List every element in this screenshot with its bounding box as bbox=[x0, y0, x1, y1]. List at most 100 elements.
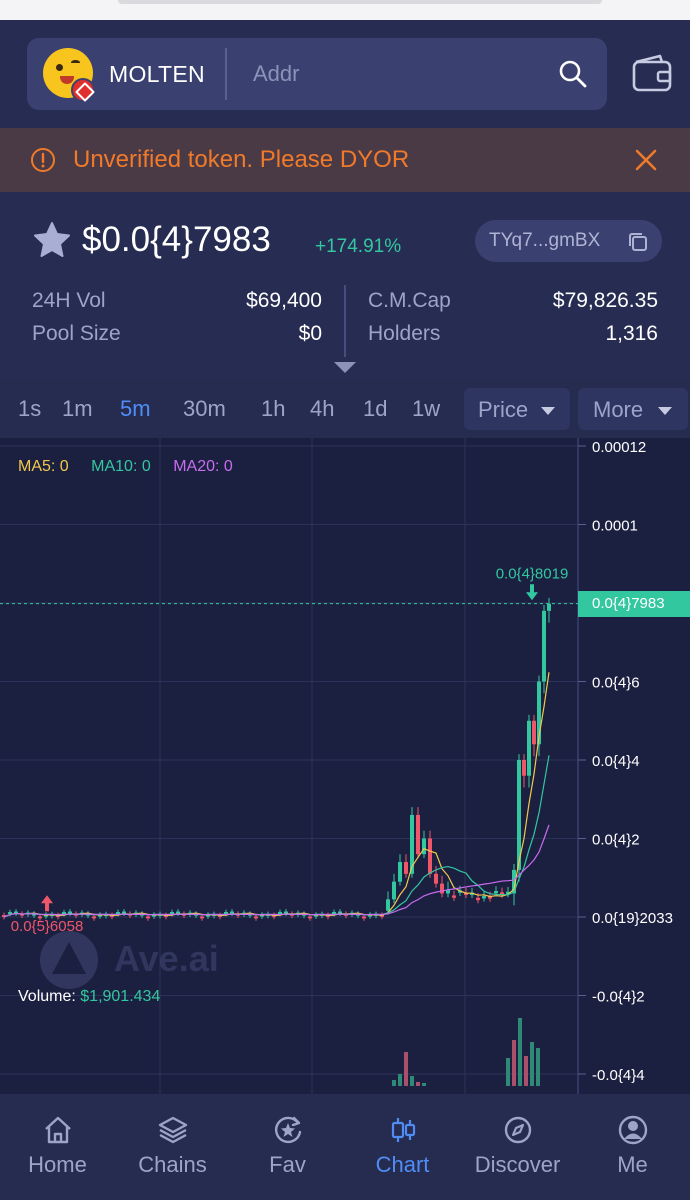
ma5-legend: MA5: 0 bbox=[18, 458, 69, 475]
candle-body bbox=[428, 838, 432, 874]
candle-body bbox=[434, 873, 438, 884]
low-marker-arrow bbox=[41, 895, 53, 912]
fav-star-icon bbox=[275, 1116, 302, 1144]
candle-body bbox=[278, 911, 282, 914]
candle-body bbox=[416, 814, 420, 855]
layers-icon bbox=[158, 1116, 188, 1144]
candle-body bbox=[338, 911, 342, 914]
ma20-line bbox=[3, 824, 550, 918]
y-axis-label: -0.0{4}2 bbox=[592, 989, 645, 1006]
token-info-panel: $0.0{4}7983 +174.91% TYq7...gmBX 24H Vol… bbox=[0, 192, 690, 380]
stat-pool-label: Pool Size bbox=[32, 322, 121, 345]
timeframe-bar: 1s 1m 5m 30m 1h 4h 1d 1w Price More bbox=[0, 380, 690, 438]
caret-down-icon bbox=[658, 407, 672, 415]
search-icon[interactable] bbox=[557, 58, 589, 90]
stat-vol-value: $69,400 bbox=[246, 289, 322, 312]
tab-5m[interactable]: 5m bbox=[120, 396, 151, 421]
volume-bar bbox=[536, 1048, 540, 1086]
candle-body bbox=[404, 862, 408, 874]
candle-body bbox=[488, 896, 492, 899]
candle-body bbox=[8, 912, 12, 915]
volume-bar bbox=[410, 1076, 414, 1086]
tab-30m[interactable]: 30m bbox=[183, 396, 226, 421]
candle-body bbox=[494, 890, 498, 894]
nav-fav-label: Fav bbox=[269, 1152, 306, 1177]
candle-body bbox=[224, 911, 228, 914]
volume-bar bbox=[422, 1083, 426, 1086]
tab-1m[interactable]: 1m bbox=[62, 396, 93, 421]
candle-body bbox=[522, 760, 526, 776]
ma10-legend: MA10: 0 bbox=[91, 458, 151, 475]
stat-holders-value: 1,316 bbox=[605, 322, 658, 345]
copy-icon[interactable] bbox=[627, 231, 649, 253]
nav-chart[interactable]: Chart bbox=[345, 1094, 460, 1200]
candle-body bbox=[284, 911, 288, 914]
close-icon[interactable] bbox=[634, 148, 658, 172]
volume-bar bbox=[398, 1074, 402, 1086]
watermark-text: Ave.ai bbox=[114, 938, 219, 979]
watermark: Ave.ai bbox=[36, 930, 219, 990]
candle-body bbox=[446, 889, 450, 894]
candle-body bbox=[20, 913, 24, 916]
nav-chains[interactable]: Chains bbox=[115, 1094, 230, 1200]
y-axis-label: 0.0{19}2033 bbox=[592, 910, 673, 927]
nav-discover[interactable]: Discover bbox=[460, 1094, 575, 1200]
candle-body bbox=[517, 760, 521, 870]
more-dropdown[interactable]: More bbox=[578, 388, 688, 430]
candle-body bbox=[32, 913, 36, 916]
star-icon[interactable] bbox=[32, 220, 72, 260]
price-chart[interactable]: 0.00012 0.0001 0.0{4}6 0.0{4}4 0.0{4}2 0.0{19… bbox=[0, 438, 690, 1094]
tab-1s[interactable]: 1s bbox=[18, 396, 42, 421]
volume-bar bbox=[392, 1080, 396, 1086]
candlestick-chart[interactable]: 0.00012 0.0001 0.0{4}6 0.0{4}4 0.0{4}2 0.0{19… bbox=[0, 438, 690, 1094]
candle-body bbox=[44, 914, 48, 917]
volume-bar bbox=[404, 1052, 408, 1086]
top-strip bbox=[0, 0, 690, 20]
stat-mcap-value: $79,826.35 bbox=[552, 289, 658, 312]
nav-fav[interactable]: Fav bbox=[230, 1094, 345, 1200]
candle-body bbox=[537, 681, 541, 745]
chevron-down-icon[interactable] bbox=[333, 360, 357, 374]
high-marker-label: 0.0{4}8019 bbox=[496, 565, 569, 582]
volume-bar bbox=[506, 1058, 510, 1086]
y-axis-label: -0.0{4}4 bbox=[592, 1067, 645, 1084]
y-axis-label: 0.0{4}4 bbox=[592, 753, 640, 770]
candle-body bbox=[308, 916, 312, 919]
nav-me-label: Me bbox=[617, 1152, 648, 1177]
candle-body bbox=[92, 916, 96, 919]
search-divider bbox=[225, 48, 227, 100]
tab-1d[interactable]: 1d bbox=[363, 396, 388, 421]
warning-text: Unverified token. Please DYOR bbox=[73, 146, 410, 173]
candle-body bbox=[500, 892, 504, 895]
tab-4h[interactable]: 4h bbox=[310, 396, 335, 421]
price-dropdown[interactable]: Price bbox=[464, 388, 570, 430]
compass-icon bbox=[504, 1116, 532, 1144]
more-dropdown-label: More bbox=[593, 397, 644, 422]
nav-me[interactable]: Me bbox=[575, 1094, 690, 1200]
volume-bar bbox=[518, 1018, 522, 1086]
candle-body bbox=[392, 881, 396, 900]
candle-body bbox=[470, 892, 474, 895]
tab-1h[interactable]: 1h bbox=[261, 396, 286, 421]
warning-banner: Unverified token. Please DYOR bbox=[0, 128, 690, 192]
y-axis-label: 0.00012 bbox=[592, 439, 646, 456]
candle-body bbox=[440, 883, 444, 894]
wallet-icon[interactable] bbox=[630, 54, 674, 94]
nav-home[interactable]: Home bbox=[0, 1094, 115, 1200]
search-bar[interactable]: MOLTEN bbox=[27, 38, 607, 110]
candle-body bbox=[200, 916, 204, 919]
candle-body bbox=[542, 610, 546, 682]
nav-chains-label: Chains bbox=[138, 1152, 207, 1177]
candle-body bbox=[398, 862, 402, 882]
contract-address[interactable]: TYq7...gmBX bbox=[475, 220, 662, 262]
candle-body bbox=[230, 911, 234, 914]
candle-body bbox=[527, 720, 531, 776]
candle-body bbox=[386, 899, 390, 911]
info-icon bbox=[31, 148, 55, 172]
tab-1w[interactable]: 1w bbox=[412, 396, 441, 421]
token-name[interactable]: MOLTEN bbox=[109, 61, 205, 87]
stat-holders-label: Holders bbox=[368, 322, 441, 345]
candlestick-icon bbox=[391, 1118, 416, 1142]
candle-body bbox=[482, 896, 486, 899]
search-input[interactable] bbox=[253, 52, 533, 96]
